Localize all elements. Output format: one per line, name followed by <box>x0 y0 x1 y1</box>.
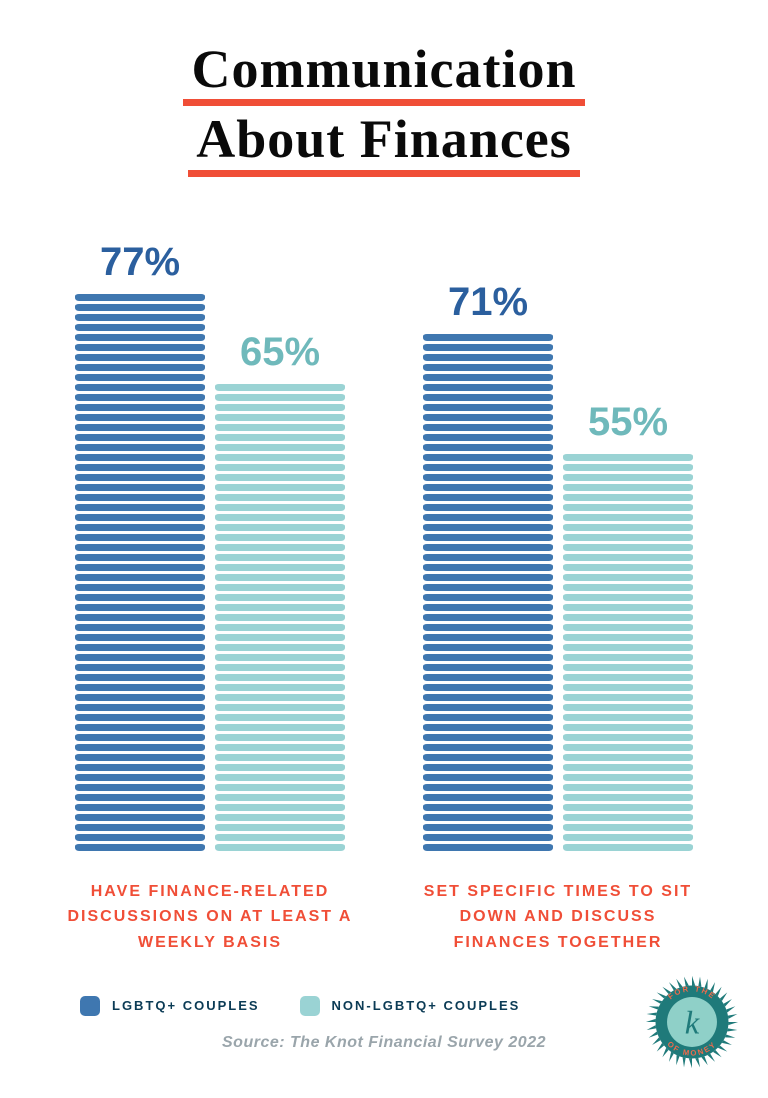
bar-stack <box>563 451 693 851</box>
bar-stack <box>215 381 345 851</box>
badge-seal: FOR THE OF MONEY k <box>644 974 740 1070</box>
legend-swatch <box>300 996 320 1016</box>
bar-stack <box>423 331 553 851</box>
legend-label: NON-LGBTQ+ COUPLES <box>332 998 521 1013</box>
legend-swatch <box>80 996 100 1016</box>
bar-group: 77% 65% <box>60 231 360 851</box>
bar-group-caption: HAVE FINANCE-RELATED DISCUSSIONS ON AT L… <box>60 879 360 956</box>
bar: 65% <box>215 330 345 851</box>
badge-letter: k <box>685 1006 700 1042</box>
bar-value-label: 71% <box>448 280 528 325</box>
caption-row: HAVE FINANCE-RELATED DISCUSSIONS ON AT L… <box>60 879 708 956</box>
legend-item: LGBTQ+ COUPLES <box>80 996 260 1016</box>
bar: 77% <box>75 240 205 851</box>
bar-value-label: 77% <box>100 240 180 285</box>
bar: 71% <box>423 280 553 851</box>
chart-area: 77% 65% 71% 55% <box>60 231 708 851</box>
bar: 55% <box>563 400 693 851</box>
bar-value-label: 55% <box>588 400 668 445</box>
title-line-1: Communication <box>183 40 584 106</box>
bar-group-caption: SET SPECIFIC TIMES TO SIT DOWN AND DISCU… <box>408 879 708 956</box>
title-line-2: About Finances <box>188 110 580 176</box>
bar-group: 71% 55% <box>408 231 708 851</box>
legend-label: LGBTQ+ COUPLES <box>112 998 260 1013</box>
title-block: Communication About Finances <box>0 0 768 181</box>
bar-value-label: 65% <box>240 330 320 375</box>
legend-item: NON-LGBTQ+ COUPLES <box>300 996 521 1016</box>
bar-stack <box>75 291 205 851</box>
